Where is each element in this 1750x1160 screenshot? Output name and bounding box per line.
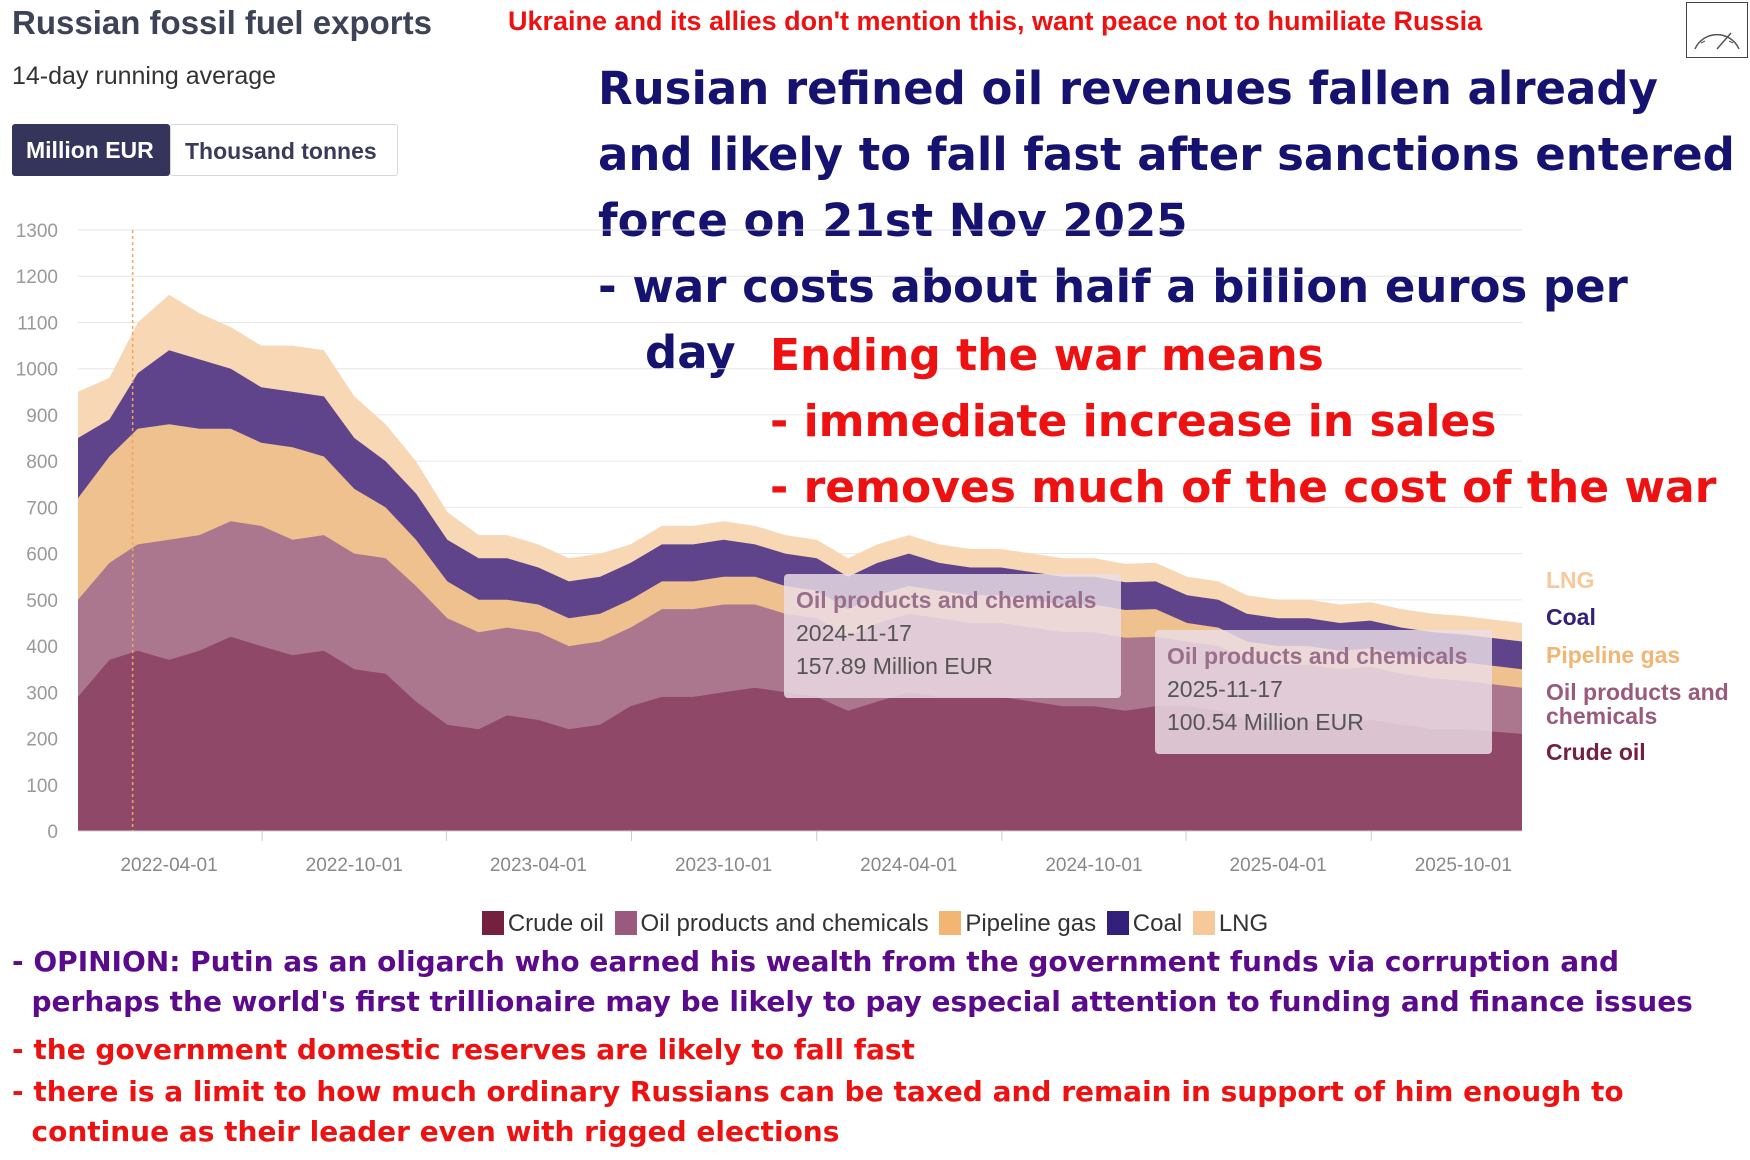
revenue-annotation-line: and likely to fall fast after sanctions … <box>598 128 1735 181</box>
legend-label: Coal <box>1132 910 1183 937</box>
y-tick-label: 600 <box>26 545 58 566</box>
revenue-annotation-line: - war costs about half a billion euros p… <box>598 260 1628 313</box>
legend-item-pipeline-gas[interactable]: Pipeline gas <box>939 910 1096 938</box>
right-label-crude-oil: Crude oil <box>1546 739 1646 765</box>
y-tick-label: 300 <box>26 683 58 704</box>
y-tick-label: 200 <box>26 730 58 751</box>
y-tick-label: 900 <box>26 406 58 427</box>
x-tick-label: 2022-10-01 <box>306 855 403 876</box>
legend-item-oil-products[interactable]: Oil products and chemicals <box>614 910 929 938</box>
opinion-line: perhaps the world's first trillionaire m… <box>12 985 1693 1018</box>
tooltip-value: 157.89 Million EUR <box>796 653 993 679</box>
stacked-area-chart: 0 100 200 300 400 500 600 700 800 900 1000 1100 1200… <box>16 221 1522 876</box>
gauge-icon <box>1686 2 1748 58</box>
legend-swatch <box>481 911 504 935</box>
y-tick-label: 1100 <box>17 313 58 334</box>
x-tick-label: 2025-10-01 <box>1415 855 1512 876</box>
x-tick-label: 2023-10-01 <box>675 855 772 876</box>
x-tick-label: 2024-04-01 <box>860 855 957 876</box>
tooltip-date: 2025-11-17 <box>1167 676 1283 702</box>
revenue-annotation-line: Rusian refined oil revenues fallen alrea… <box>598 62 1658 115</box>
tooltip-2025: Oil products and chemicals 2025-11-17 10… <box>1155 630 1492 754</box>
tooltip-title: Oil products and chemicals <box>796 587 1097 613</box>
thousand-tonnes-toggle-button[interactable]: Thousand tonnes <box>170 124 398 176</box>
legend-swatch <box>614 911 637 935</box>
y-tick-label: 1300 <box>16 221 58 242</box>
x-tick-label: 2022-04-01 <box>120 855 217 876</box>
revenue-annotation-line: day <box>598 326 736 379</box>
legend-label: Pipeline gas <box>965 910 1097 937</box>
tooltip-title: Oil products and chemicals <box>1167 643 1468 669</box>
y-tick-label: 500 <box>26 591 58 612</box>
legend-label: Crude oil <box>507 910 604 937</box>
taxes-line: - there is a limit to how much ordinary … <box>12 1075 1624 1108</box>
y-tick-label: 100 <box>26 776 58 797</box>
taxes-line: continue as their leader even with rigge… <box>12 1115 840 1148</box>
legend-label: Oil products and chemicals <box>640 910 929 937</box>
revenue-annotation: Rusian refined oil revenues fallen alrea… <box>598 56 1735 386</box>
legend-item-crude-oil[interactable]: Crude oil <box>481 910 604 938</box>
legend-item-coal[interactable]: Coal <box>1106 910 1183 938</box>
x-tick-label: 2023-04-01 <box>490 855 587 876</box>
y-tick-label: 1200 <box>16 267 58 288</box>
tooltip-2024: Oil products and chemicals 2024-11-17 15… <box>784 574 1121 698</box>
chart-subtitle: 14-day running average <box>12 62 277 90</box>
reserves-annotation: - the government domestic reserves are l… <box>12 1033 915 1066</box>
million-eur-toggle-button[interactable]: Million EUR <box>12 124 170 176</box>
right-label-lng: LNG <box>1546 567 1595 593</box>
chart-legend: Crude oil Oil products and chemicals Pip… <box>0 910 1750 938</box>
tooltip-date: 2024-11-17 <box>796 620 912 646</box>
area-crude-oil <box>78 636 1522 831</box>
legend-swatch <box>1192 911 1215 935</box>
ending-war-line: - removes much of the cost of the war <box>770 462 1717 513</box>
x-tick-label: 2025-04-01 <box>1230 855 1327 876</box>
page-title: Russian fossil fuel exports <box>12 4 432 41</box>
y-tick-label: 400 <box>26 637 58 658</box>
ending-war-annotation: Ending the war means - immediate increas… <box>770 323 1716 521</box>
legend-label: LNG <box>1218 910 1269 937</box>
taxes-annotation: - there is a limit to how much ordinary … <box>12 1072 1624 1152</box>
y-tick-label: 700 <box>26 498 58 519</box>
legend-swatch <box>939 911 962 935</box>
right-label-pipeline-gas: Pipeline gas <box>1546 642 1681 668</box>
right-label-oil-products: Oil products and chemicals <box>1546 679 1729 729</box>
top-annotation: Ukraine and its allies don't mention thi… <box>508 6 1483 36</box>
opinion-line: - OPINION: Putin as an oligarch who earn… <box>12 945 1620 978</box>
opinion-annotation: - OPINION: Putin as an oligarch who earn… <box>12 942 1693 1022</box>
y-tick-label: 1000 <box>16 360 58 381</box>
y-tick-label: 0 <box>47 822 58 843</box>
x-tick-label: 2024-10-01 <box>1045 855 1142 876</box>
revenue-annotation-line: force on 21st Nov 2025 <box>598 194 1188 247</box>
right-label-coal: Coal <box>1546 604 1596 630</box>
tooltip-value: 100.54 Million EUR <box>1167 709 1364 735</box>
ending-war-line: - immediate increase in sales <box>770 396 1497 447</box>
legend-swatch <box>1106 911 1129 935</box>
legend-item-lng[interactable]: LNG <box>1192 910 1269 938</box>
ending-war-line: Ending the war means <box>770 330 1324 381</box>
y-tick-label: 800 <box>26 452 58 473</box>
